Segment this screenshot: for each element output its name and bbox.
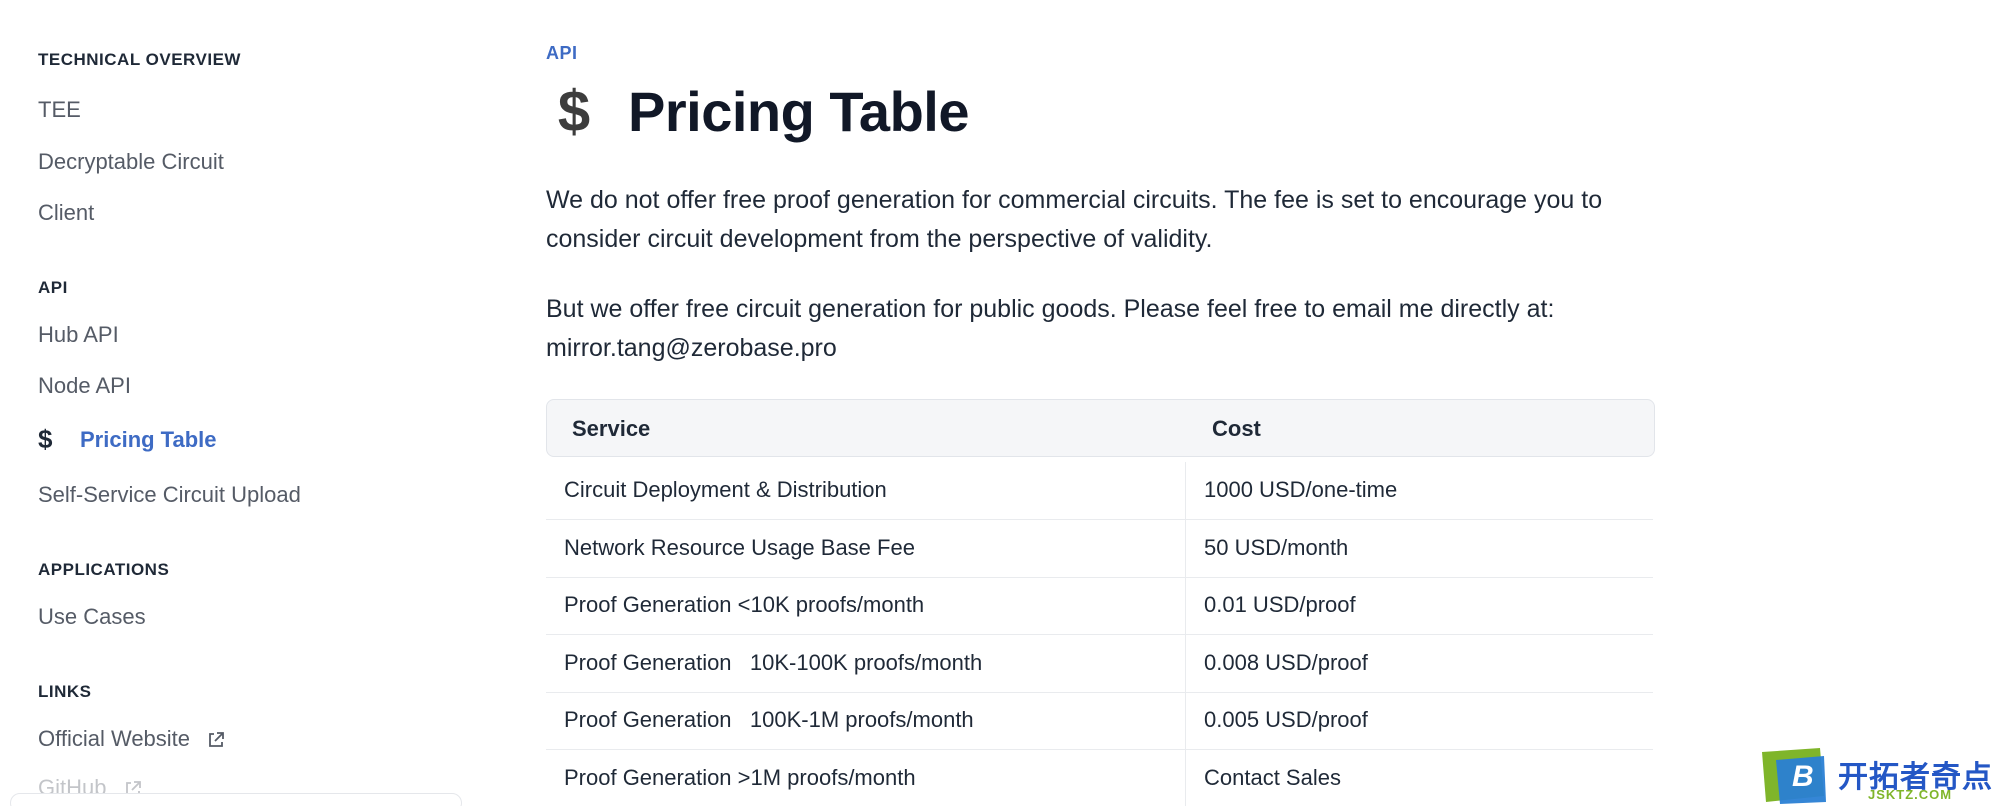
logo-badge-icon: B xyxy=(1762,748,1826,804)
table-row: Proof Generation 100K-1M proofs/month 0.… xyxy=(546,692,1653,750)
cost-cell: 0.005 USD/proof xyxy=(1204,707,1368,732)
intro-paragraph: We do not offer free proof generation fo… xyxy=(546,186,1603,253)
logo-letter: B xyxy=(1792,760,1814,793)
column-divider xyxy=(1185,750,1186,806)
sidebar-item-hub-api[interactable]: Hub API xyxy=(38,322,119,347)
sidebar-item-use-cases[interactable]: Use Cases xyxy=(38,604,146,629)
contact-paragraph: But we offer free circuit generation for… xyxy=(546,295,1555,362)
logo-subtext: JSKTZ.COM xyxy=(1868,787,1953,802)
column-header-cost: Cost xyxy=(1212,416,1261,441)
cost-cell: 1000 USD/one-time xyxy=(1204,477,1398,502)
service-cell: Proof Generation <10K proofs/month xyxy=(564,592,925,617)
watermark-logo: B 开拓者奇点 JSKTZ.COM xyxy=(1758,746,1998,806)
column-divider xyxy=(1185,635,1186,692)
table-row: Network Resource Usage Base Fee 50 USD/m… xyxy=(546,520,1653,578)
section-title-links: LINKS xyxy=(38,682,92,701)
table-row: Circuit Deployment & Distribution 1000 U… xyxy=(546,462,1653,520)
sidebar-item-tee[interactable]: TEE xyxy=(38,97,81,122)
section-title-api: API xyxy=(38,278,68,297)
sidebar-item-decryptable-circuit[interactable]: Decryptable Circuit xyxy=(38,149,224,174)
cost-cell: 0.008 USD/proof xyxy=(1204,650,1368,675)
table-row: Proof Generation <10K proofs/month 0.01 … xyxy=(546,577,1653,635)
section-title-technical-overview: TECHNICAL OVERVIEW xyxy=(38,50,241,69)
sidebar-item-node-api[interactable]: Node API xyxy=(38,373,131,398)
page-header: $ Pricing Table xyxy=(546,78,970,145)
column-header-service: Service xyxy=(572,416,651,441)
service-cell: Proof Generation 10K-100K proofs/month xyxy=(564,650,983,675)
sidebar-item-self-service-circuit-upload[interactable]: Self-Service Circuit Upload xyxy=(38,482,301,507)
page-title: Pricing Table xyxy=(628,80,969,143)
cost-cell: 50 USD/month xyxy=(1204,535,1349,560)
table-row: Proof Generation >1M proofs/month Contac… xyxy=(546,750,1653,806)
breadcrumb[interactable]: API xyxy=(546,43,578,63)
service-cell: Proof Generation 100K-1M proofs/month xyxy=(564,707,974,732)
sidebar-footer-bar xyxy=(10,793,462,806)
section-title-applications: APPLICATIONS xyxy=(38,560,170,579)
service-cell: Proof Generation >1M proofs/month xyxy=(564,765,916,790)
table-header: Service Cost xyxy=(546,399,1655,457)
sidebar-item-official-website[interactable]: Official Website xyxy=(38,726,226,752)
external-link-icon xyxy=(209,732,225,748)
column-divider xyxy=(1185,462,1186,519)
sidebar-item-pricing-table[interactable]: Pricing Table xyxy=(80,427,217,452)
dollar-icon: $ xyxy=(557,79,591,144)
column-divider xyxy=(1185,520,1186,577)
service-cell: Circuit Deployment & Distribution xyxy=(564,477,887,502)
cost-cell: Contact Sales xyxy=(1204,765,1341,790)
sidebar: TECHNICAL OVERVIEW TEE Decryptable Circu… xyxy=(0,0,470,806)
table-row: Proof Generation 10K-100K proofs/month 0… xyxy=(546,635,1653,693)
service-cell: Network Resource Usage Base Fee xyxy=(564,535,915,560)
column-divider xyxy=(1185,577,1186,634)
sidebar-item-client[interactable]: Client xyxy=(38,200,95,225)
cost-cell: 0.01 USD/proof xyxy=(1204,592,1356,617)
sidebar-item-label: Official Website xyxy=(38,726,191,751)
dollar-icon: $ xyxy=(38,424,53,454)
logo-text: 开拓者奇点 xyxy=(1838,761,1993,794)
column-divider xyxy=(1185,692,1186,749)
